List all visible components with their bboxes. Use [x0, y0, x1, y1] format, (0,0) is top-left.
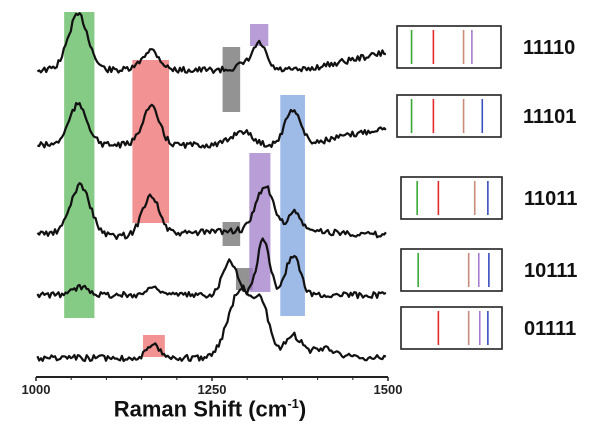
code-label: 10111	[524, 260, 577, 282]
x-axis-title-text: Raman Shift (cm	[113, 396, 288, 422]
x-axis: 1000 1250 1500	[22, 376, 403, 397]
code-boxes: 11110 11101 11011 10111 01111	[396, 25, 577, 350]
highlight-band	[132, 60, 170, 223]
spectrum-line	[36, 237, 387, 300]
x-axis-title-superscript: -1	[287, 396, 299, 411]
code-box	[400, 176, 503, 220]
highlight-band	[249, 153, 271, 292]
spectrum-line	[36, 284, 387, 363]
highlight-band	[64, 12, 95, 318]
x-axis-title-close: )	[298, 396, 307, 422]
x-tick-label: 1500	[374, 382, 403, 397]
code-label: 01111	[524, 318, 576, 340]
code-box	[400, 248, 503, 292]
x-tick-label: 1250	[198, 382, 227, 397]
x-axis-title: Raman Shift (cm-1)	[80, 396, 340, 422]
highlight-band	[250, 24, 269, 46]
x-tick-label: 1000	[22, 382, 51, 397]
highlight-band	[222, 47, 241, 112]
spectrum-line	[36, 12, 387, 74]
highlight-bands	[64, 12, 305, 357]
spectrum-line	[36, 182, 387, 240]
code-box	[400, 306, 503, 350]
code-box	[396, 94, 502, 138]
code-label: 11110	[523, 37, 575, 59]
highlight-band	[222, 222, 241, 246]
spectrum-line	[37, 102, 387, 149]
spectra-group	[36, 12, 387, 363]
code-label: 11101	[523, 106, 576, 128]
code-label: 11011	[524, 188, 577, 210]
highlight-band	[280, 95, 305, 316]
code-box	[396, 25, 502, 69]
